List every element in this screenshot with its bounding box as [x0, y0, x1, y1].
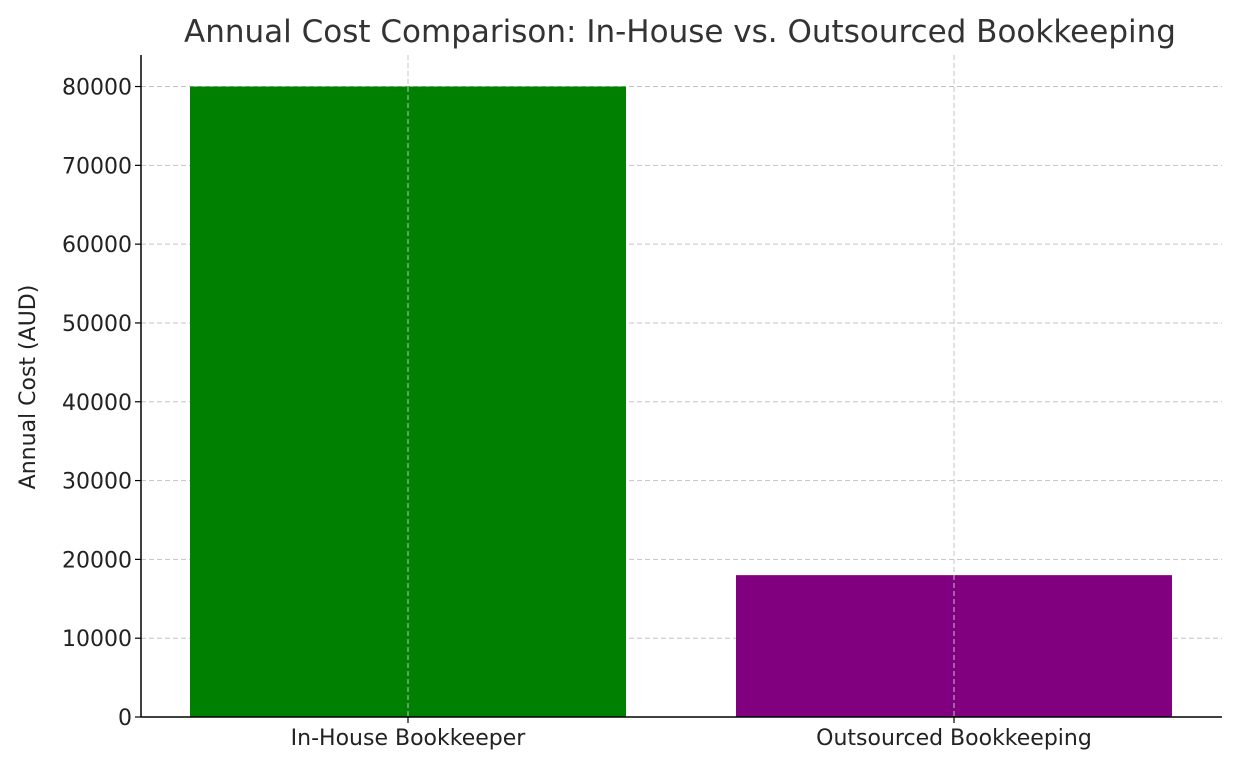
y-tick-label: 50000 [62, 312, 132, 337]
y-tick-label: 30000 [62, 470, 132, 495]
vertical-grid [407, 55, 955, 717]
x-tick-label: Outsourced Bookkeeping [816, 726, 1092, 751]
y-tick-label: 0 [118, 706, 132, 731]
x-tick-label: In-House Bookkeeper [291, 726, 527, 751]
axes [135, 55, 1222, 723]
tick-labels: 0 10000 20000 30000 40000 50000 60000 70000 8000… [62, 76, 1092, 751]
y-tick-label: 10000 [62, 627, 132, 652]
y-tick-label: 70000 [62, 154, 132, 179]
bar [736, 575, 1172, 717]
y-tick-label: 40000 [62, 391, 132, 416]
y-tick-label: 60000 [62, 233, 132, 258]
y-tick-label: 20000 [62, 548, 132, 573]
chart-title: Annual Cost Comparison: In-House vs. Out… [184, 14, 1176, 50]
y-tick-label: 80000 [62, 76, 132, 101]
y-axis-label: Annual Cost (AUD) [16, 285, 41, 490]
